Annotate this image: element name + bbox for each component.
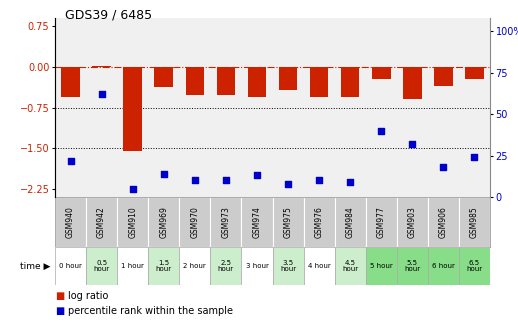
Point bbox=[66, 158, 75, 163]
Text: GSM969: GSM969 bbox=[159, 206, 168, 238]
Point bbox=[439, 164, 448, 170]
Point bbox=[346, 180, 354, 185]
Text: percentile rank within the sample: percentile rank within the sample bbox=[68, 306, 233, 316]
Bar bbox=[434, 67, 453, 86]
Bar bbox=[272, 197, 304, 247]
Bar bbox=[55, 197, 86, 247]
Bar bbox=[248, 67, 266, 97]
Bar bbox=[179, 197, 210, 247]
Bar bbox=[217, 67, 235, 95]
Bar bbox=[210, 247, 241, 285]
Text: 4 hour: 4 hour bbox=[308, 263, 330, 269]
Bar bbox=[372, 67, 391, 79]
Text: 3.5
hour: 3.5 hour bbox=[280, 260, 296, 272]
Bar bbox=[210, 197, 241, 247]
Point bbox=[470, 155, 479, 160]
Point bbox=[191, 178, 199, 183]
Text: 0.5
hour: 0.5 hour bbox=[94, 260, 110, 272]
Bar bbox=[459, 247, 490, 285]
Bar bbox=[465, 67, 484, 79]
Text: GSM973: GSM973 bbox=[221, 206, 231, 238]
Bar bbox=[92, 66, 111, 67]
Text: GSM985: GSM985 bbox=[470, 206, 479, 238]
Bar bbox=[366, 197, 397, 247]
Bar bbox=[397, 247, 428, 285]
Text: GSM984: GSM984 bbox=[346, 206, 355, 238]
Text: 2.5
hour: 2.5 hour bbox=[218, 260, 234, 272]
Text: GSM970: GSM970 bbox=[190, 206, 199, 238]
Text: GSM906: GSM906 bbox=[439, 206, 448, 238]
Bar bbox=[154, 67, 173, 87]
Bar bbox=[272, 247, 304, 285]
Point bbox=[97, 92, 106, 97]
Text: GSM975: GSM975 bbox=[283, 206, 293, 238]
Bar bbox=[341, 67, 359, 97]
Bar bbox=[335, 197, 366, 247]
Point bbox=[377, 128, 385, 133]
Bar bbox=[403, 67, 422, 99]
Bar bbox=[148, 247, 179, 285]
Text: 5 hour: 5 hour bbox=[370, 263, 393, 269]
Bar bbox=[148, 197, 179, 247]
Text: GSM940: GSM940 bbox=[66, 206, 75, 238]
Text: GSM974: GSM974 bbox=[252, 206, 262, 238]
Bar bbox=[304, 197, 335, 247]
Point bbox=[160, 171, 168, 176]
Text: 1 hour: 1 hour bbox=[121, 263, 144, 269]
Bar bbox=[279, 67, 297, 90]
Bar bbox=[117, 197, 148, 247]
Point bbox=[315, 178, 323, 183]
Bar bbox=[55, 247, 86, 285]
Text: ■: ■ bbox=[55, 306, 64, 316]
Text: GSM910: GSM910 bbox=[128, 206, 137, 238]
Bar bbox=[241, 197, 272, 247]
Text: 2 hour: 2 hour bbox=[183, 263, 206, 269]
Bar bbox=[428, 247, 459, 285]
Text: 6.5
hour: 6.5 hour bbox=[466, 260, 483, 272]
Text: GSM976: GSM976 bbox=[314, 206, 324, 238]
Text: 6 hour: 6 hour bbox=[432, 263, 455, 269]
Text: ■: ■ bbox=[55, 291, 64, 301]
Point bbox=[222, 178, 230, 183]
Bar bbox=[304, 247, 335, 285]
Bar bbox=[185, 67, 204, 95]
Bar bbox=[86, 247, 117, 285]
Text: 1.5
hour: 1.5 hour bbox=[156, 260, 172, 272]
Text: GSM942: GSM942 bbox=[97, 206, 106, 238]
Point bbox=[408, 141, 416, 146]
Bar bbox=[335, 247, 366, 285]
Bar bbox=[117, 247, 148, 285]
Text: GSM977: GSM977 bbox=[377, 206, 386, 238]
Bar bbox=[459, 197, 490, 247]
Text: log ratio: log ratio bbox=[68, 291, 108, 301]
Bar bbox=[366, 247, 397, 285]
Text: GSM903: GSM903 bbox=[408, 206, 417, 238]
Text: 3 hour: 3 hour bbox=[246, 263, 268, 269]
Text: time ▶: time ▶ bbox=[20, 262, 50, 270]
Text: 4.5
hour: 4.5 hour bbox=[342, 260, 358, 272]
Bar bbox=[397, 197, 428, 247]
Text: 0 hour: 0 hour bbox=[59, 263, 82, 269]
Text: 5.5
hour: 5.5 hour bbox=[404, 260, 421, 272]
Bar bbox=[86, 197, 117, 247]
Bar bbox=[123, 67, 142, 151]
Bar bbox=[428, 197, 459, 247]
Bar bbox=[241, 247, 272, 285]
Bar bbox=[179, 247, 210, 285]
Point bbox=[128, 186, 137, 191]
Bar bbox=[310, 67, 328, 97]
Point bbox=[253, 173, 261, 178]
Text: GDS39 / 6485: GDS39 / 6485 bbox=[65, 8, 152, 21]
Bar bbox=[61, 67, 80, 97]
Point bbox=[284, 181, 292, 186]
